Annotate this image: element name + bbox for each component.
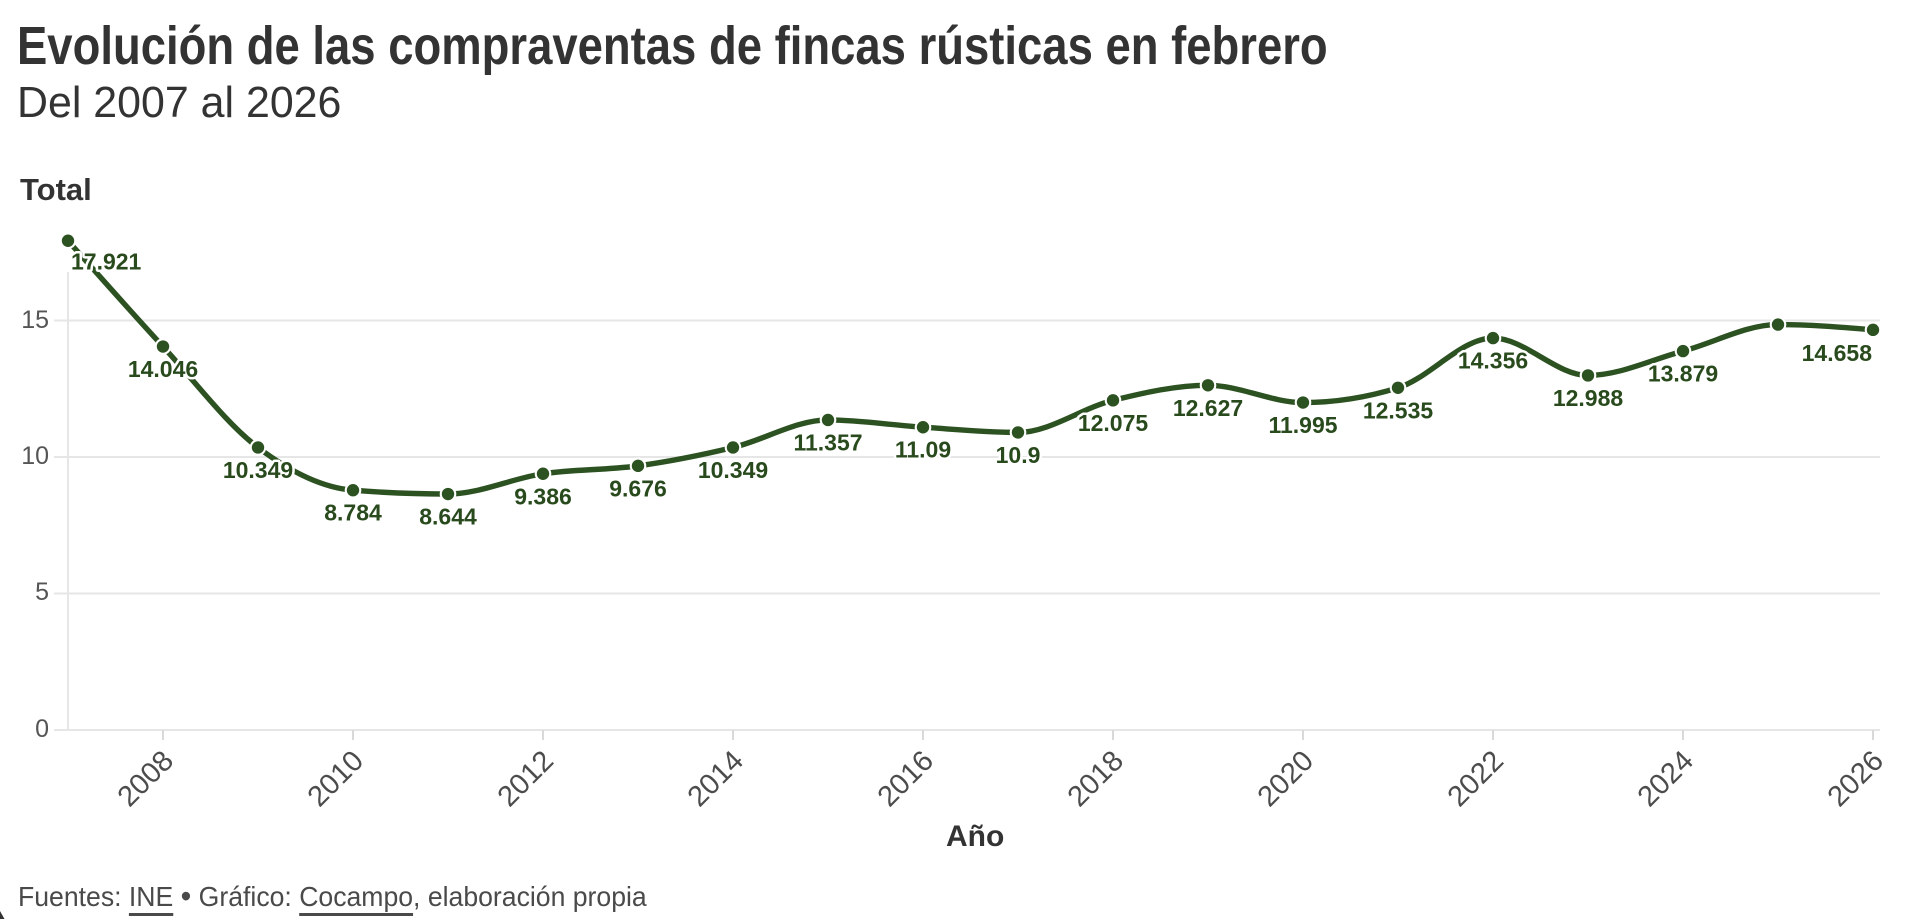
svg-text:8.784: 8.784	[324, 500, 382, 526]
svg-text:8.644: 8.644	[419, 504, 477, 530]
svg-text:10.349: 10.349	[698, 457, 768, 483]
svg-text:2010: 2010	[302, 745, 370, 813]
svg-text:2026: 2026	[1822, 745, 1890, 813]
svg-text:2014: 2014	[682, 745, 750, 813]
svg-text:12.535: 12.535	[1363, 397, 1434, 423]
svg-text:2018: 2018	[1062, 745, 1130, 813]
svg-text:15: 15	[21, 306, 49, 334]
svg-text:11.357: 11.357	[793, 430, 862, 456]
svg-text:2012: 2012	[492, 745, 560, 813]
svg-text:10: 10	[21, 442, 49, 470]
svg-text:10.349: 10.349	[223, 457, 293, 483]
svg-text:2024: 2024	[1632, 745, 1700, 813]
svg-text:14.658: 14.658	[1802, 340, 1873, 366]
svg-text:2016: 2016	[872, 745, 940, 813]
svg-text:17.921: 17.921	[71, 248, 142, 274]
svg-text:14.046: 14.046	[128, 356, 198, 382]
svg-text:2022: 2022	[1442, 745, 1510, 813]
svg-text:13.879: 13.879	[1648, 361, 1718, 387]
svg-text:10.9: 10.9	[996, 442, 1041, 468]
svg-text:9.386: 9.386	[514, 483, 572, 509]
svg-text:2008: 2008	[112, 745, 180, 813]
svg-text:9.676: 9.676	[609, 475, 667, 501]
svg-text:2020: 2020	[1252, 745, 1320, 813]
svg-text:11.995: 11.995	[1268, 412, 1337, 438]
svg-text:11.09: 11.09	[895, 437, 951, 463]
svg-text:12.627: 12.627	[1173, 395, 1243, 421]
svg-text:12.075: 12.075	[1078, 410, 1149, 436]
svg-text:5: 5	[35, 578, 49, 606]
svg-text:12.988: 12.988	[1553, 385, 1624, 411]
svg-text:0: 0	[35, 715, 49, 743]
svg-text:14.356: 14.356	[1458, 348, 1528, 374]
